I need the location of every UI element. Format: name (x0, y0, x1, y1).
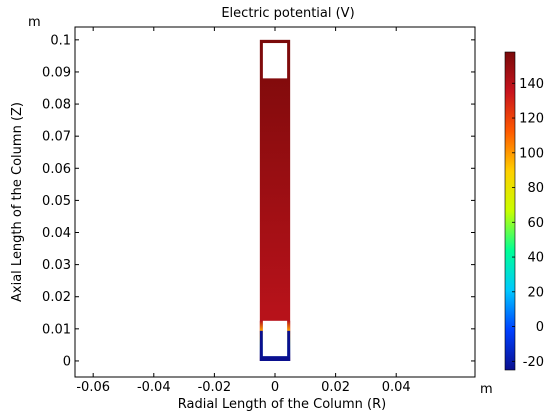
chart-title: Electric potential (V) (221, 6, 354, 21)
y-tick-label: 0.05 (42, 194, 71, 209)
bottom-electrode (259, 356, 291, 361)
top-void (262, 43, 288, 79)
y-ticks: 0 0.01 0.02 0.03 0.04 0.05 0.06 0.07 0.08 0.09 0.1 (42, 33, 475, 369)
y-tick-label: 0.06 (42, 162, 71, 177)
colorbar-tick-label: 140 (519, 77, 544, 92)
y-tick-label: 0.1 (50, 33, 71, 48)
domain-group (259, 39, 291, 361)
colorbar-tick-label: -20 (523, 355, 544, 370)
colorbar-tick-label: 20 (527, 285, 544, 300)
x-tick-label: -0.06 (76, 380, 110, 395)
x-tick-label: 0.04 (382, 380, 411, 395)
column-domain (259, 39, 291, 361)
y-axis-label: Axial Length of the Column (Z) (10, 102, 25, 302)
colorbar (504, 51, 516, 371)
y-tick-label: 0.01 (42, 322, 71, 337)
x-axis-label: Radial Length of the Column (R) (178, 397, 386, 412)
y-unit-label: m (28, 15, 41, 30)
colorbar-tick-label: 40 (527, 251, 544, 266)
bottom-void (262, 320, 288, 357)
colorbar-tick-label: 80 (527, 181, 544, 196)
x-tick-label: 0.02 (321, 380, 350, 395)
bottom-electrode-right (287, 330, 291, 357)
x-tick-label: 0 (271, 380, 279, 395)
y-tick-label: 0.03 (42, 258, 71, 273)
x-unit-label: m (480, 382, 493, 397)
x-tick-label: -0.04 (137, 380, 171, 395)
y-tick-label: 0 (63, 354, 71, 369)
y-tick-label: 0.04 (42, 226, 71, 241)
y-tick-label: 0.09 (42, 65, 71, 80)
colorbar-tick-label: 60 (527, 216, 544, 231)
colorbar-tick-label: 100 (519, 146, 544, 161)
y-tick-label: 0.02 (42, 290, 71, 305)
colorbar-ticks: -20 0 20 40 60 80 100 120 140 (512, 77, 544, 370)
x-ticks: -0.06 -0.04 -0.02 0 0.02 0.04 (76, 27, 411, 395)
y-tick-label: 0.07 (42, 130, 71, 145)
x-tick-label: -0.02 (198, 380, 232, 395)
bottom-electrode-left (259, 330, 263, 357)
colorbar-tick-label: 120 (519, 112, 544, 127)
y-tick-label: 0.08 (42, 98, 71, 113)
colorbar-tick-label: 0 (536, 320, 544, 335)
